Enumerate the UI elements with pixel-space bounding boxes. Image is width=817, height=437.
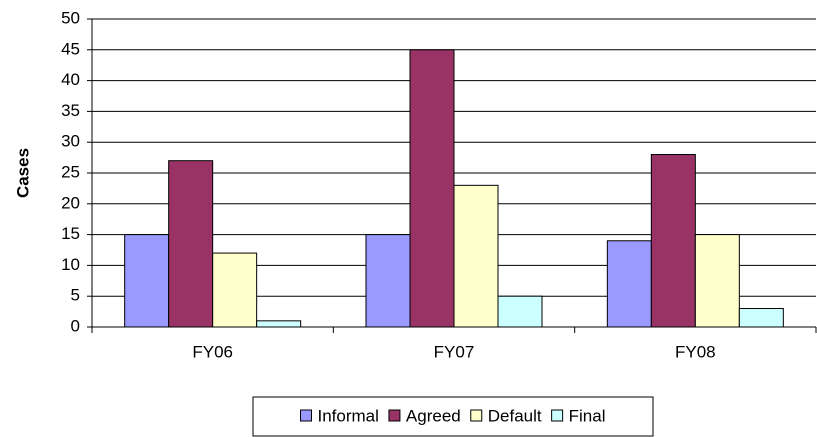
- x-tick-label: FY08: [675, 342, 716, 361]
- x-tick-label: FY07: [434, 342, 475, 361]
- y-tick-label: 40: [61, 70, 80, 89]
- y-tick-label: 5: [71, 286, 80, 305]
- y-tick-label: 45: [61, 39, 80, 58]
- legend-swatch: [470, 409, 483, 422]
- bar: [650, 154, 696, 328]
- y-tick-label: 25: [61, 162, 80, 181]
- legend-swatch: [300, 409, 313, 422]
- x-tick-label: FY06: [192, 342, 233, 361]
- y-tick-label: 10: [61, 255, 80, 274]
- bar: [212, 252, 258, 328]
- y-tick-label: 20: [61, 193, 80, 212]
- bar: [168, 160, 214, 328]
- legend-swatch: [388, 409, 401, 422]
- bar: [409, 49, 455, 328]
- bar: [694, 234, 740, 328]
- bar: [606, 240, 652, 328]
- legend-label: Default: [488, 406, 542, 425]
- legend-label: Informal: [318, 406, 379, 425]
- y-axis-label: Cases: [13, 148, 32, 198]
- y-tick-label: 15: [61, 224, 80, 243]
- legend-label: Final: [569, 406, 606, 425]
- bar: [738, 308, 784, 328]
- legend-box: [252, 396, 654, 437]
- y-tick-label: 0: [71, 316, 80, 335]
- bar: [497, 295, 543, 328]
- legend-label: Agreed: [406, 406, 461, 425]
- y-tick-label: 35: [61, 101, 80, 120]
- bar: [365, 234, 411, 328]
- y-tick-label: 30: [61, 132, 80, 151]
- bar: [453, 184, 499, 328]
- bar: [256, 320, 302, 328]
- y-tick-label: 50: [61, 8, 80, 27]
- bar: [124, 234, 170, 328]
- legend-swatch: [551, 409, 564, 422]
